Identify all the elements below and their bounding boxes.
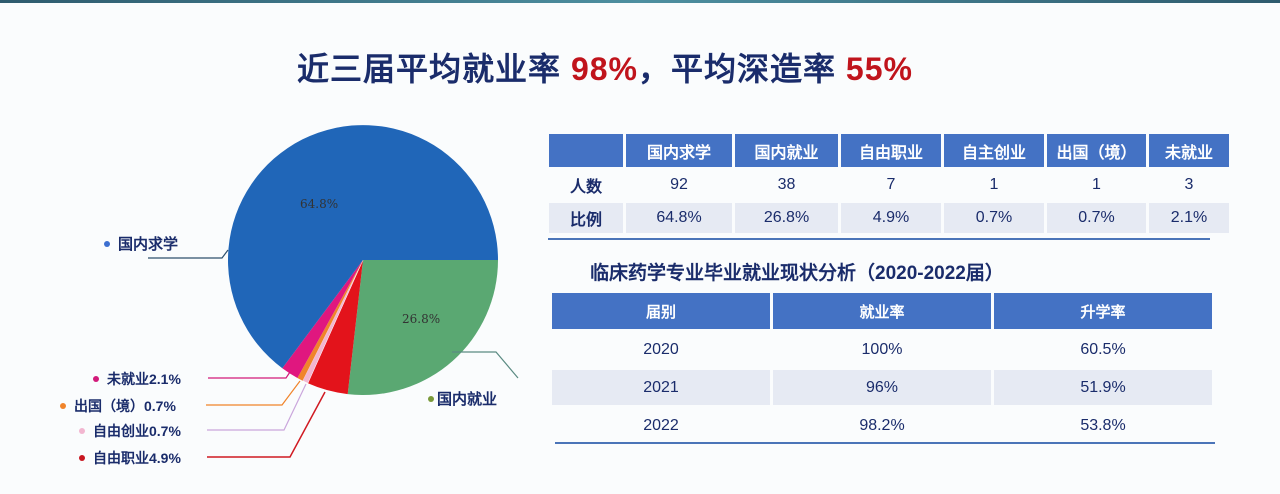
table-header-cell: 国内求学 xyxy=(626,134,732,167)
employment-rate-value: 98% xyxy=(570,51,638,87)
leader-line-domestic-employment xyxy=(452,351,519,379)
pie-slice-unemployed xyxy=(282,260,363,378)
table-header-cell: 届别 xyxy=(552,293,770,329)
pie-pct-domestic-employment: 26.8% xyxy=(402,312,440,326)
table-header-row: 国内求学 国内就业 自由职业 自主创业 出国（境） 未就业 xyxy=(549,134,1229,167)
table-cell: 98.2% xyxy=(859,416,905,434)
table-cell: 60.5% xyxy=(1080,340,1126,358)
table-cell: 2020 xyxy=(643,340,679,358)
table-header-cell: 就业率 xyxy=(773,293,991,329)
table-cell: 2.1% xyxy=(1149,203,1229,233)
table-header-cell: 自由职业 xyxy=(841,134,941,167)
table-cell: 0.7% xyxy=(1047,203,1146,233)
table-cell: 2021 xyxy=(552,370,770,405)
legend-dot-icon xyxy=(428,395,434,402)
pie-slice-self-startup xyxy=(302,259,364,384)
table-cell: 7 xyxy=(886,176,896,193)
pie-slice-domestic-employment xyxy=(347,260,498,395)
row-label: 人数 xyxy=(569,179,602,196)
leader-line-abroad xyxy=(206,380,301,406)
table-cell: 53.8% xyxy=(1080,416,1126,434)
legend-dot-icon xyxy=(104,240,110,247)
legend-freelance: 自由职业4.9% xyxy=(79,448,181,468)
legend-label-text: 国内就业 xyxy=(437,391,498,408)
legend-label-text: 未就业2.1% xyxy=(107,371,181,387)
legend-domestic-study: 国内求学 xyxy=(104,233,178,254)
table-header-cell: 自主创业 xyxy=(944,134,1044,167)
legend-domestic-employment: 国内就业 xyxy=(428,388,497,409)
pie-pct-domestic-study: 64.8% xyxy=(300,197,338,211)
table-cell: 64.8% xyxy=(626,203,732,233)
top-border xyxy=(0,0,1280,3)
table-cell: 1 xyxy=(989,176,999,193)
table-cell: 4.9% xyxy=(841,203,941,233)
title-middle: ，平均深造率 xyxy=(638,51,846,87)
leader-line-self-startup xyxy=(207,383,307,431)
distribution-table: 国内求学 国内就业 自由职业 自主创业 出国（境） 未就业 人数 92 38 7… xyxy=(546,131,1232,236)
legend-label-text: 自由创业0.7% xyxy=(93,423,181,439)
table-cell: 26.8% xyxy=(735,203,838,233)
pie-chart: 64.8% 26.8% xyxy=(148,125,519,458)
table-cell: 51.9% xyxy=(994,370,1212,405)
table-cell: 96% xyxy=(773,370,991,405)
pie-slice-freelance xyxy=(307,260,363,395)
legend-unemployed: 未就业2.1% xyxy=(93,369,181,389)
legend-dot-icon xyxy=(79,455,85,461)
table-divider xyxy=(548,238,1210,240)
table-row: 2020 100% 60.5% xyxy=(552,332,1212,367)
table-row: 2021 96% 51.9% xyxy=(552,370,1212,405)
table-header-cell: 未就业 xyxy=(1149,134,1229,167)
table2-title: 临床药学专业毕业就业现状分析（2020-2022届） xyxy=(590,263,1004,284)
legend-label-text: 出国（境）0.7% xyxy=(74,398,176,414)
table-cell: 0.7% xyxy=(944,203,1044,233)
legend-dot-icon xyxy=(93,376,99,382)
legend-dot-icon xyxy=(79,428,85,434)
table-row: 人数 92 38 7 1 1 3 xyxy=(549,170,1229,200)
legend-abroad: 出国（境）0.7% xyxy=(60,396,176,416)
table-header-row: 届别 就业率 升学率 xyxy=(552,293,1212,329)
legend-label-text: 自由职业4.9% xyxy=(93,450,181,466)
table-divider xyxy=(555,442,1215,444)
title-prefix: 近三届平均就业率 xyxy=(297,51,571,87)
further-study-rate-value: 55% xyxy=(845,51,913,87)
leader-line-unemployed xyxy=(208,371,291,379)
legend-dot-icon xyxy=(60,403,66,409)
yearly-rates-table: 届别 就业率 升学率 2020 100% 60.5% 2021 96% 51.9… xyxy=(549,290,1215,446)
pie-slice-abroad xyxy=(297,260,363,381)
table-cell: 92 xyxy=(670,176,688,193)
table-header-cell: 国内就业 xyxy=(735,134,838,167)
table-row: 2022 98.2% 53.8% xyxy=(552,408,1212,443)
table-cell: 1 xyxy=(1092,176,1101,193)
table-row: 比例 64.8% 26.8% 4.9% 0.7% 0.7% 2.1% xyxy=(549,203,1229,233)
legend-self-startup: 自由创业0.7% xyxy=(79,421,181,441)
table-cell: 100% xyxy=(861,340,903,358)
legend-label-text: 国内求学 xyxy=(118,236,179,253)
table-header-cell xyxy=(549,134,623,167)
leader-line-freelance xyxy=(207,391,326,458)
row-label: 比例 xyxy=(549,203,623,233)
table-cell: 3 xyxy=(1184,176,1194,193)
pie-slice-domestic-study xyxy=(228,125,499,369)
table-header-cell: 升学率 xyxy=(994,293,1212,329)
page-title: 近三届平均就业率 98%，平均深造率 55% xyxy=(0,44,1210,90)
leader-line-domestic-study xyxy=(148,249,229,259)
table-cell: 38 xyxy=(777,176,796,193)
table-header-cell: 出国（境） xyxy=(1047,134,1146,167)
table-cell: 2022 xyxy=(643,416,679,434)
